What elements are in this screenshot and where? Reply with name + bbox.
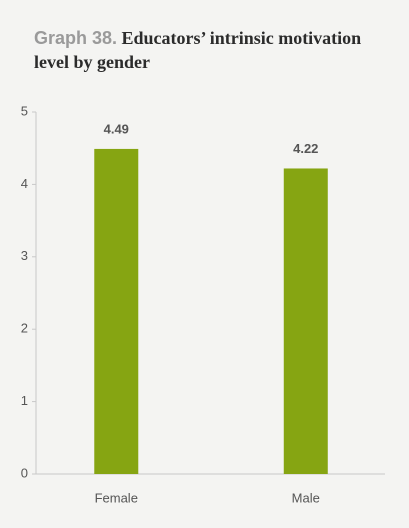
value-label: 4.49 [104, 121, 129, 136]
y-tick-label: 5 [21, 103, 28, 118]
chart-title-block: Graph 38. Educators’ intrinsic motivatio… [34, 26, 399, 74]
chart-title: Educators’ intrinsic motivation level by… [34, 28, 362, 72]
value-label: 4.22 [293, 141, 318, 156]
y-tick-label: 3 [21, 248, 28, 263]
x-tick-label: Female [95, 490, 138, 505]
y-tick-label: 4 [21, 176, 28, 191]
y-tick-label: 0 [21, 465, 28, 480]
bar [283, 168, 328, 475]
x-tick-label: Male [292, 490, 320, 505]
bar [94, 148, 139, 474]
y-tick-label: 2 [21, 321, 28, 336]
chart-title-label: Graph 38. [34, 28, 118, 48]
y-tick-label: 1 [21, 393, 28, 408]
